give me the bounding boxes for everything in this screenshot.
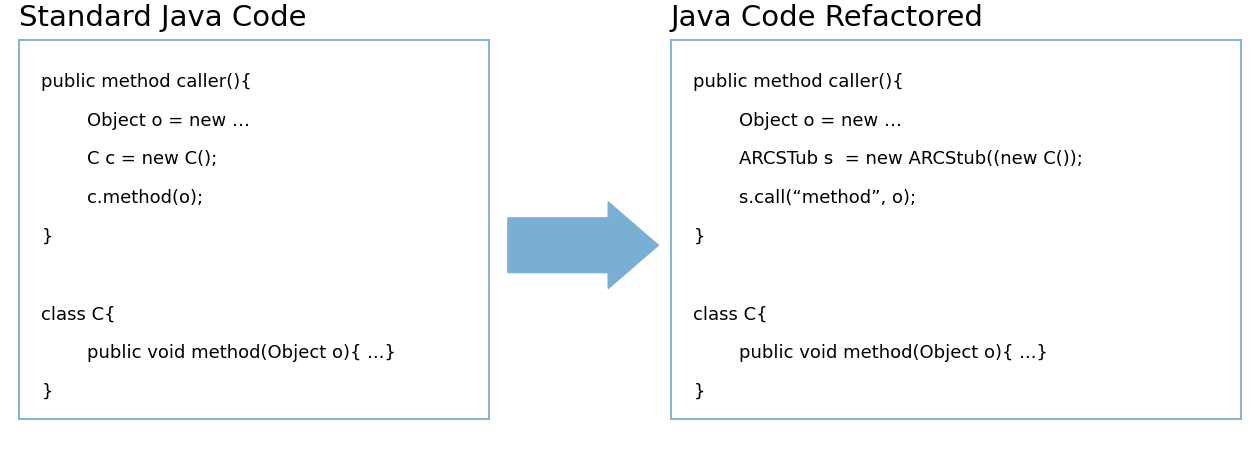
Text: s.call(“method”, o);: s.call(“method”, o); [693,189,917,207]
FancyBboxPatch shape [19,41,489,419]
Text: Object o = new …: Object o = new … [41,111,251,129]
Text: }: } [693,228,705,245]
Text: Object o = new …: Object o = new … [693,111,903,129]
Text: C c = new C();: C c = new C(); [41,150,218,168]
Text: }: } [693,382,705,400]
Text: Java Code Refactored: Java Code Refactored [671,4,984,32]
FancyArrow shape [508,202,658,289]
Text: public void method(Object o){ ...}: public void method(Object o){ ...} [693,344,1048,361]
Text: class C{: class C{ [693,305,769,323]
Text: c.method(o);: c.method(o); [41,189,203,207]
Text: }: } [41,382,53,400]
Text: ARCSTub s  = new ARCStub((new C());: ARCSTub s = new ARCStub((new C()); [693,150,1083,168]
Text: class C{: class C{ [41,305,117,323]
Text: Standard Java Code: Standard Java Code [19,4,306,32]
FancyBboxPatch shape [671,41,1241,419]
Text: public method caller(){: public method caller(){ [693,73,904,91]
Text: public method caller(){: public method caller(){ [41,73,252,91]
Text: public void method(Object o){ ...}: public void method(Object o){ ...} [41,344,396,361]
Text: }: } [41,228,53,245]
